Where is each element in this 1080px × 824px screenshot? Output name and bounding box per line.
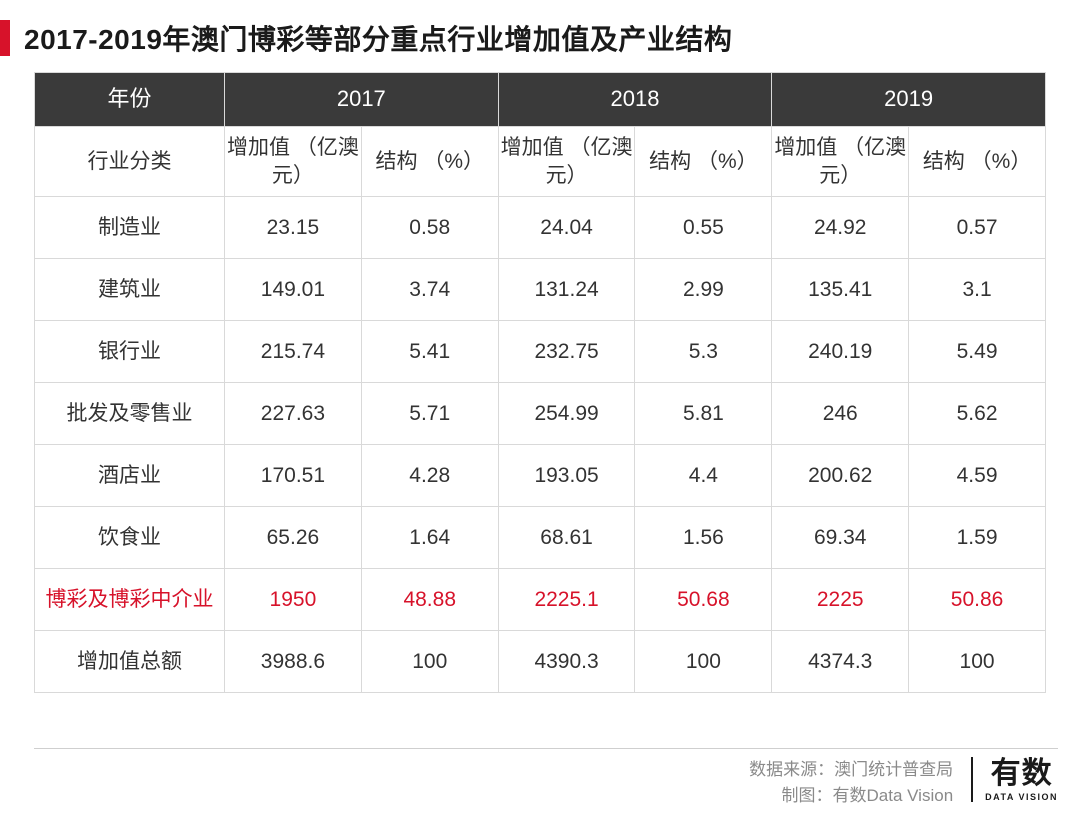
cell-p18: 5.81 bbox=[635, 383, 772, 445]
cell-p19: 50.86 bbox=[909, 569, 1046, 631]
cell-p19: 5.62 bbox=[909, 383, 1046, 445]
cell-v17: 23.15 bbox=[225, 197, 362, 259]
row-name: 酒店业 bbox=[35, 445, 225, 507]
logo-en: DATA VISION bbox=[985, 792, 1058, 802]
cell-v19: 4374.3 bbox=[772, 631, 909, 693]
cell-v17: 65.26 bbox=[225, 507, 362, 569]
header-value-2017: 增加值 （亿澳元） bbox=[225, 127, 362, 197]
footer-credit: 制图：有数Data Vision bbox=[749, 783, 953, 809]
cell-v18: 4390.3 bbox=[498, 631, 635, 693]
cell-v19: 246 bbox=[772, 383, 909, 445]
footer-source: 数据来源：澳门统计普查局 bbox=[749, 757, 953, 783]
cell-p17: 5.71 bbox=[361, 383, 498, 445]
cell-p17: 1.64 bbox=[361, 507, 498, 569]
cell-p17: 0.58 bbox=[361, 197, 498, 259]
row-name: 建筑业 bbox=[35, 259, 225, 321]
cell-v19: 240.19 bbox=[772, 321, 909, 383]
cell-v19: 135.41 bbox=[772, 259, 909, 321]
header-year-label: 年份 bbox=[35, 73, 225, 127]
row-name: 银行业 bbox=[35, 321, 225, 383]
cell-p19: 4.59 bbox=[909, 445, 1046, 507]
accent-bar bbox=[0, 20, 10, 56]
cell-v17: 227.63 bbox=[225, 383, 362, 445]
cell-p17: 48.88 bbox=[361, 569, 498, 631]
table-row: 博彩及博彩中介业195048.882225.150.68222550.86 bbox=[35, 569, 1046, 631]
table-row: 银行业215.745.41232.755.3240.195.49 bbox=[35, 321, 1046, 383]
header-year-2019: 2019 bbox=[772, 73, 1046, 127]
cell-v18: 193.05 bbox=[498, 445, 635, 507]
page-title: 2017-2019年澳门博彩等部分重点行业增加值及产业结构 bbox=[24, 18, 732, 58]
table-row: 制造业23.150.5824.040.5524.920.57 bbox=[35, 197, 1046, 259]
cell-v17: 149.01 bbox=[225, 259, 362, 321]
row-name: 批发及零售业 bbox=[35, 383, 225, 445]
cell-p19: 0.57 bbox=[909, 197, 1046, 259]
cell-v19: 24.92 bbox=[772, 197, 909, 259]
table-row: 饮食业65.261.6468.611.5669.341.59 bbox=[35, 507, 1046, 569]
cell-p18: 0.55 bbox=[635, 197, 772, 259]
data-table: 年份 2017 2018 2019 行业分类 增加值 （亿澳元） 结构 （%） … bbox=[34, 72, 1046, 693]
cell-v19: 69.34 bbox=[772, 507, 909, 569]
cell-v18: 2225.1 bbox=[498, 569, 635, 631]
header-pct-2017: 结构 （%） bbox=[361, 127, 498, 197]
cell-p17: 5.41 bbox=[361, 321, 498, 383]
footer-text: 数据来源：澳门统计普查局 制图：有数Data Vision bbox=[749, 757, 953, 808]
cell-v18: 24.04 bbox=[498, 197, 635, 259]
table-row: 建筑业149.013.74131.242.99135.413.1 bbox=[35, 259, 1046, 321]
table-row: 批发及零售业227.635.71254.995.812465.62 bbox=[35, 383, 1046, 445]
cell-p19: 100 bbox=[909, 631, 1046, 693]
table-header-years: 年份 2017 2018 2019 bbox=[35, 73, 1046, 127]
cell-v17: 215.74 bbox=[225, 321, 362, 383]
header-category-label: 行业分类 bbox=[35, 127, 225, 197]
footer: 数据来源：澳门统计普查局 制图：有数Data Vision 有数 DATA VI… bbox=[34, 748, 1058, 808]
table-container: 年份 2017 2018 2019 行业分类 增加值 （亿澳元） 结构 （%） … bbox=[0, 72, 1080, 693]
table-row: 酒店业170.514.28193.054.4200.624.59 bbox=[35, 445, 1046, 507]
header-year-2018: 2018 bbox=[498, 73, 772, 127]
header: 2017-2019年澳门博彩等部分重点行业增加值及产业结构 bbox=[0, 0, 1080, 72]
header-value-2019: 增加值 （亿澳元） bbox=[772, 127, 909, 197]
cell-v18: 254.99 bbox=[498, 383, 635, 445]
logo-cn: 有数 bbox=[991, 759, 1053, 789]
cell-p18: 4.4 bbox=[635, 445, 772, 507]
header-value-2018: 增加值 （亿澳元） bbox=[498, 127, 635, 197]
table-header-sub: 行业分类 增加值 （亿澳元） 结构 （%） 增加值 （亿澳元） 结构 （%） 增… bbox=[35, 127, 1046, 197]
row-name: 增加值总额 bbox=[35, 631, 225, 693]
header-year-2017: 2017 bbox=[225, 73, 499, 127]
cell-p18: 100 bbox=[635, 631, 772, 693]
cell-v18: 232.75 bbox=[498, 321, 635, 383]
cell-v18: 68.61 bbox=[498, 507, 635, 569]
cell-p18: 50.68 bbox=[635, 569, 772, 631]
cell-v17: 1950 bbox=[225, 569, 362, 631]
cell-p17: 4.28 bbox=[361, 445, 498, 507]
cell-p17: 100 bbox=[361, 631, 498, 693]
cell-v17: 170.51 bbox=[225, 445, 362, 507]
cell-v19: 2225 bbox=[772, 569, 909, 631]
cell-v18: 131.24 bbox=[498, 259, 635, 321]
row-name: 博彩及博彩中介业 bbox=[35, 569, 225, 631]
cell-v17: 3988.6 bbox=[225, 631, 362, 693]
cell-p17: 3.74 bbox=[361, 259, 498, 321]
cell-v19: 200.62 bbox=[772, 445, 909, 507]
cell-p19: 5.49 bbox=[909, 321, 1046, 383]
table-row: 增加值总额3988.61004390.31004374.3100 bbox=[35, 631, 1046, 693]
cell-p18: 1.56 bbox=[635, 507, 772, 569]
cell-p19: 3.1 bbox=[909, 259, 1046, 321]
row-name: 制造业 bbox=[35, 197, 225, 259]
header-pct-2018: 结构 （%） bbox=[635, 127, 772, 197]
cell-p18: 2.99 bbox=[635, 259, 772, 321]
cell-p19: 1.59 bbox=[909, 507, 1046, 569]
logo: 有数 DATA VISION bbox=[971, 757, 1058, 802]
table-body: 制造业23.150.5824.040.5524.920.57建筑业149.013… bbox=[35, 197, 1046, 693]
cell-p18: 5.3 bbox=[635, 321, 772, 383]
header-pct-2019: 结构 （%） bbox=[909, 127, 1046, 197]
row-name: 饮食业 bbox=[35, 507, 225, 569]
